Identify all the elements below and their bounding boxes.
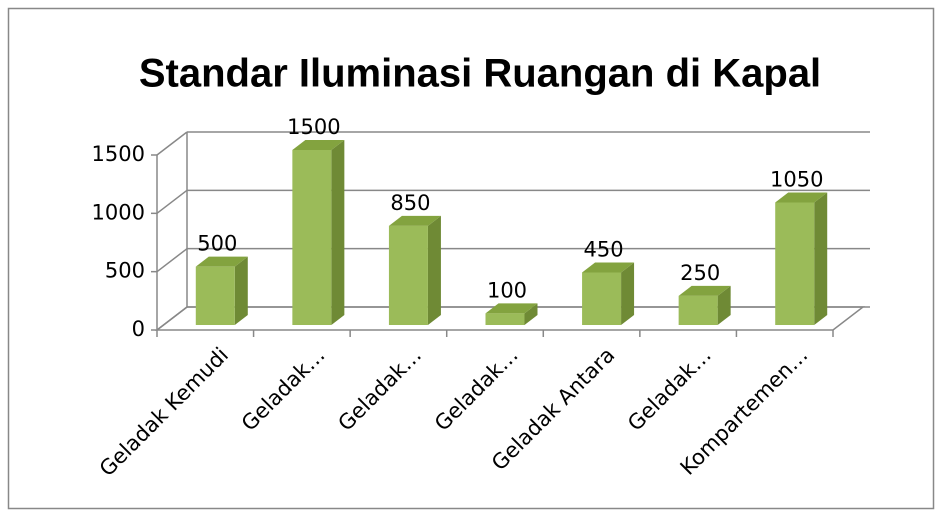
bar-top [195,256,248,267]
y-tick-label: 500 [105,259,145,283]
bar-top [678,285,731,296]
data-label: 850 [390,191,430,215]
data-label: 450 [584,238,624,262]
bar-side [234,256,248,325]
bar [775,202,815,325]
data-label: 100 [487,278,527,302]
bar-top [292,140,345,150]
bar-side [331,140,345,325]
bar-top [388,215,441,226]
data-label: 250 [680,261,720,285]
data-label: 500 [197,232,237,256]
y-tick-label: 0 [132,317,145,341]
grid-line [156,131,188,156]
data-label: 1500 [287,115,340,139]
bar-side [717,285,731,325]
bar-side [427,215,441,325]
grid-line [156,248,188,273]
y-tick-label: 1500 [92,142,145,166]
grid-line [156,306,188,331]
grid-line [156,189,188,214]
bar [582,272,622,325]
bar-side [814,192,828,325]
bar-side [524,303,538,325]
chart-title: Standar Iluminasi Ruangan di Kapal [139,52,821,96]
bar [292,150,332,325]
bar [195,266,235,325]
bar-top [485,303,538,314]
bar [388,225,428,325]
bar-top [775,192,828,203]
bar [485,313,525,325]
bar-side [621,262,635,325]
bar [678,295,718,325]
bar-top [582,262,635,273]
data-label: 1050 [770,168,823,192]
y-tick-label: 1000 [92,200,145,224]
